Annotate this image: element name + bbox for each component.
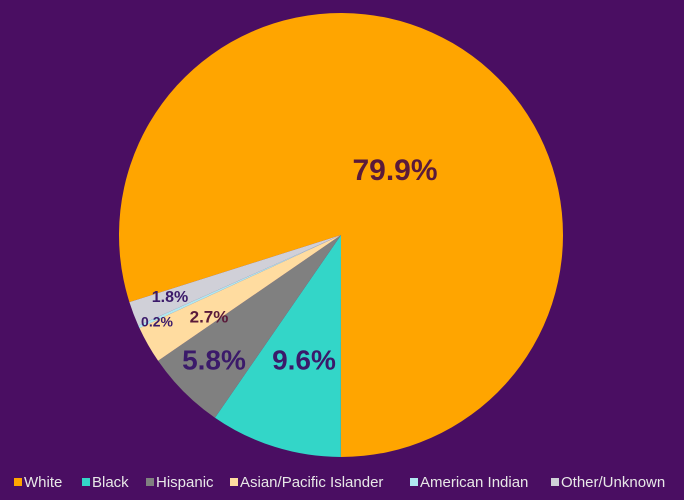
legend-label: White	[24, 474, 62, 491]
legend-label: Other/Unknown	[561, 474, 665, 491]
data-label: 1.8%	[152, 289, 188, 306]
pie-slice	[158, 235, 341, 418]
data-label: 9.6%	[272, 344, 336, 375]
pie-slice	[118, 12, 563, 458]
data-label: 0.2%	[141, 314, 173, 330]
pie-slice	[138, 235, 341, 329]
legend-label: American Indian	[420, 474, 528, 491]
pie-slice	[139, 235, 341, 361]
legend-swatch	[146, 478, 154, 486]
legend-swatch	[551, 478, 559, 486]
pie-slice	[214, 235, 341, 457]
legend-swatch	[230, 478, 238, 486]
legend-label: Asian/Pacific Islander	[240, 474, 383, 491]
legend-swatch	[14, 478, 22, 486]
legend-swatch	[410, 478, 418, 486]
data-label: 79.9%	[352, 154, 437, 187]
legend-label: Hispanic	[156, 474, 214, 491]
data-label: 2.7%	[190, 307, 229, 326]
pie-slice	[129, 235, 341, 326]
data-label: 5.8%	[182, 344, 246, 375]
legend-label: Black	[92, 474, 129, 491]
legend-swatch	[82, 478, 90, 486]
